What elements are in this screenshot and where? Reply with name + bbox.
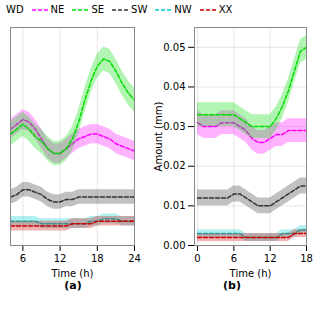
svg-text:18: 18 xyxy=(300,253,313,264)
html-text:XX: XX xyxy=(218,4,233,15)
svg-text:6: 6 xyxy=(20,253,26,264)
svg-text:0.01: 0.01 xyxy=(163,200,185,211)
svg-text:0.03: 0.03 xyxy=(163,121,185,132)
html-text:NW: NW xyxy=(174,4,192,15)
svg-text:0.02: 0.02 xyxy=(163,160,185,171)
html-text:WD: WD xyxy=(6,4,24,15)
svg-text:0.05: 0.05 xyxy=(163,42,185,53)
html-text:SW: SW xyxy=(131,4,148,15)
svg-text:12: 12 xyxy=(54,253,67,264)
svg-text:Amount (mm): Amount (mm) xyxy=(153,102,164,172)
svg-text:6: 6 xyxy=(231,253,237,264)
svg-text:18: 18 xyxy=(91,253,104,264)
svg-text:Time (h): Time (h) xyxy=(229,268,272,279)
html-text:(b): (b) xyxy=(223,279,241,292)
svg-text:24: 24 xyxy=(128,253,141,264)
svg-text:Time (h): Time (h) xyxy=(51,268,94,279)
svg-text:0: 0 xyxy=(194,253,200,264)
svg-text:12: 12 xyxy=(264,253,277,264)
html-text:NE: NE xyxy=(50,4,65,15)
svg-text:0.00: 0.00 xyxy=(163,240,185,251)
html-text:(a): (a) xyxy=(64,279,82,292)
svg-text:0.04: 0.04 xyxy=(163,81,185,92)
html-text:SE: SE xyxy=(91,4,105,15)
